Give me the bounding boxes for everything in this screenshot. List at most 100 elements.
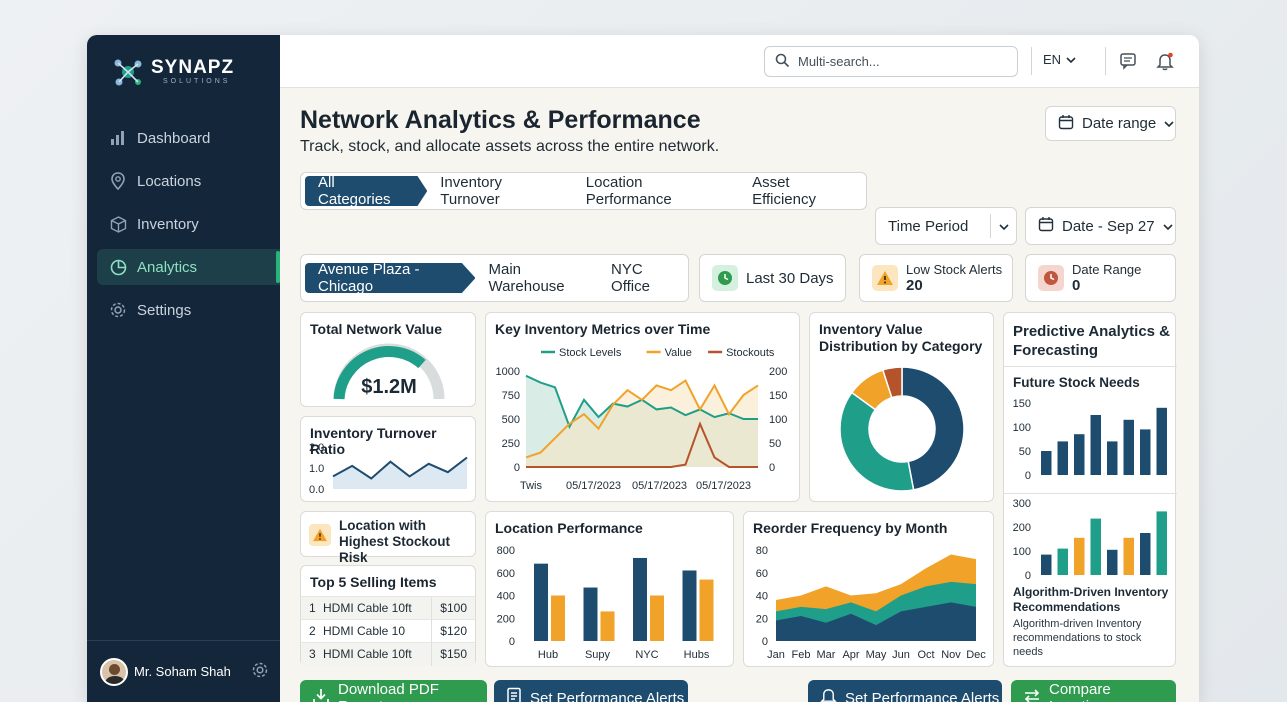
tab-main-warehouse[interactable]: Main Warehouse	[488, 261, 565, 295]
logo[interactable]: SYNAPZ SOLUTIONS	[111, 55, 234, 89]
x-tick-label: Feb	[792, 649, 811, 661]
recommendation-chart: 300 200 100 0	[1013, 498, 1167, 582]
x-tick-label: Mar	[817, 649, 836, 661]
chevron-down-icon	[1164, 115, 1174, 132]
last-30-days-label: Last 30 Days	[746, 269, 834, 287]
tab-asset-efficiency[interactable]: Asset Efficiency	[752, 174, 816, 208]
time-period-select[interactable]: Time Period	[875, 207, 1017, 245]
date-range-stat[interactable]: Date Range 0	[1025, 254, 1176, 302]
donut-slice	[881, 366, 903, 399]
user-profile[interactable]: Mr. Soham Shah	[87, 640, 280, 702]
card-title: Total Network Value	[310, 321, 442, 337]
user-name: Mr. Soham Shah	[134, 664, 231, 679]
turnover-ratio-card: Inventory Turnover Ratio 2.0 1.0 0.0	[300, 416, 476, 502]
y-tick-label: 50	[1019, 446, 1031, 458]
y-tick-label: 0	[1025, 570, 1031, 582]
tab-avenue-plaza[interactable]: Avenue Plaza - Chicago	[305, 263, 476, 293]
x-tick-label: Jun	[892, 649, 910, 661]
bar	[1140, 429, 1151, 475]
logo-mark-icon	[114, 59, 142, 86]
low-stock-label: Low Stock Alerts	[906, 262, 1003, 277]
sidebar-item-label: Dashboard	[137, 129, 211, 147]
x-tick-label: 05/17/2023	[566, 480, 621, 492]
x-tick-label: NYC	[635, 649, 658, 661]
search-input[interactable]: Multi-search...	[764, 46, 1018, 77]
divider	[1004, 366, 1177, 367]
y-tick-label: 250	[502, 438, 520, 450]
item-cell: HDMI Cable 10	[323, 619, 432, 643]
divider	[1105, 47, 1106, 75]
y-tick-label: 800	[497, 545, 515, 557]
card-title: Top 5 Selling Items	[310, 574, 437, 590]
distribution-donut-chart	[839, 366, 965, 492]
last-30-days-button[interactable]: Last 30 Days	[699, 254, 846, 302]
predictive-analytics-card: Predictive Analytics & Forecasting Futur…	[1003, 312, 1177, 667]
y-tick-label: 400	[497, 591, 515, 603]
location-performance-card: Location Performance 800 600 400 200 0 Hub Sup…	[485, 511, 734, 667]
turnover-line	[332, 456, 468, 480]
item-cell: HDMI Cable 10ft	[323, 642, 432, 666]
sidebar-item-settings[interactable]: Settings	[97, 292, 280, 328]
tab-location-performance[interactable]: Location Performance	[585, 174, 672, 208]
table-row[interactable]: 3 HDMI Cable 10ft $150	[301, 642, 475, 666]
page-title: Network Analytics & Performance	[300, 106, 701, 134]
sidebar-item-dashboard[interactable]: Dashboard	[97, 120, 280, 156]
clock-icon	[1038, 265, 1064, 291]
set-alerts-bell-button[interactable]: Set Performance Alerts	[808, 680, 1002, 702]
card-title: Location Performance	[495, 520, 643, 536]
bell-icon	[820, 687, 837, 702]
sidebar-item-locations[interactable]: Locations	[97, 163, 280, 199]
card-title: Reorder Frequency by Month	[753, 520, 948, 536]
inventory-metrics-card: Key Inventory Metrics over Time Stock Le…	[485, 312, 800, 502]
tab-inventory-turnover[interactable]: Inventory Turnover	[440, 174, 502, 208]
y2-tick-label: 150	[769, 390, 787, 402]
item-cell: HDMI Cable 10ft	[323, 596, 432, 620]
future-stock-chart: 150 100 50 0	[1013, 398, 1167, 482]
table-row[interactable]: 2 HDMI Cable 10 $120	[301, 619, 475, 643]
location-performance-chart: 800 600 400 200 0 Hub Supy NYC Hubs	[497, 545, 714, 661]
top-bar: Multi-search... EN	[280, 35, 1199, 88]
stockout-risk-card[interactable]: Location with Highest Stockout Risk	[300, 511, 476, 565]
language-label: EN	[1043, 52, 1062, 67]
y-tick-label: 1.0	[309, 463, 324, 475]
warning-icon	[309, 524, 331, 546]
date-filter-select[interactable]: Date - Sep 27	[1025, 207, 1176, 245]
bar	[699, 579, 714, 641]
x-tick-label: Nov	[941, 649, 961, 661]
tab-nyc-office[interactable]: NYC Office	[611, 261, 650, 295]
bar	[1156, 511, 1167, 575]
warning-icon	[872, 265, 898, 291]
algo-title: Algorithm-Driven Inventory Recommendatio…	[1013, 585, 1169, 614]
language-select[interactable]: EN	[1043, 52, 1076, 67]
pie-chart-icon	[109, 258, 127, 276]
date-range-button[interactable]: Date range	[1045, 106, 1176, 141]
low-stock-alerts[interactable]: Low Stock Alerts 20	[859, 254, 1013, 302]
gear-icon[interactable]	[251, 661, 269, 682]
compare-locations-button[interactable]: Compare Locations	[1011, 680, 1176, 702]
y-tick-label: 500	[502, 414, 520, 426]
download-pdf-button[interactable]: Download PDF Report	[300, 680, 487, 702]
set-alerts-bell-label: Set Performance Alerts	[845, 689, 1000, 702]
calendar-icon	[1038, 216, 1054, 236]
set-alerts-button[interactable]: Set Performance Alerts	[494, 680, 688, 702]
series-line-stockouts	[526, 421, 758, 468]
card-title: Inventory Turnover Ratio	[310, 425, 437, 457]
card-title: Predictive Analytics & Forecasting	[1013, 323, 1171, 359]
y-tick-label: 0	[1025, 470, 1031, 482]
search-icon	[775, 53, 790, 71]
bar	[633, 557, 647, 641]
bar	[1041, 451, 1052, 475]
sidebar-item-analytics[interactable]: Analytics	[97, 249, 280, 285]
total-network-value-card: Total Network Value $1.2M	[300, 312, 476, 407]
bell-icon[interactable]	[1155, 51, 1175, 71]
tab-all-categories[interactable]: All Categories	[305, 176, 428, 206]
table-row[interactable]: 1 HDMI Cable 10ft $100	[301, 596, 475, 620]
divider	[990, 214, 992, 238]
messages-icon[interactable]	[1118, 51, 1138, 71]
x-tick-label: Supy	[585, 649, 611, 661]
avatar	[100, 657, 128, 686]
x-tick-label: Hubs	[684, 649, 710, 661]
sidebar-item-inventory[interactable]: Inventory	[97, 206, 280, 242]
y-tick-label: 40	[756, 591, 768, 603]
y-tick-label: 100	[1013, 546, 1031, 558]
